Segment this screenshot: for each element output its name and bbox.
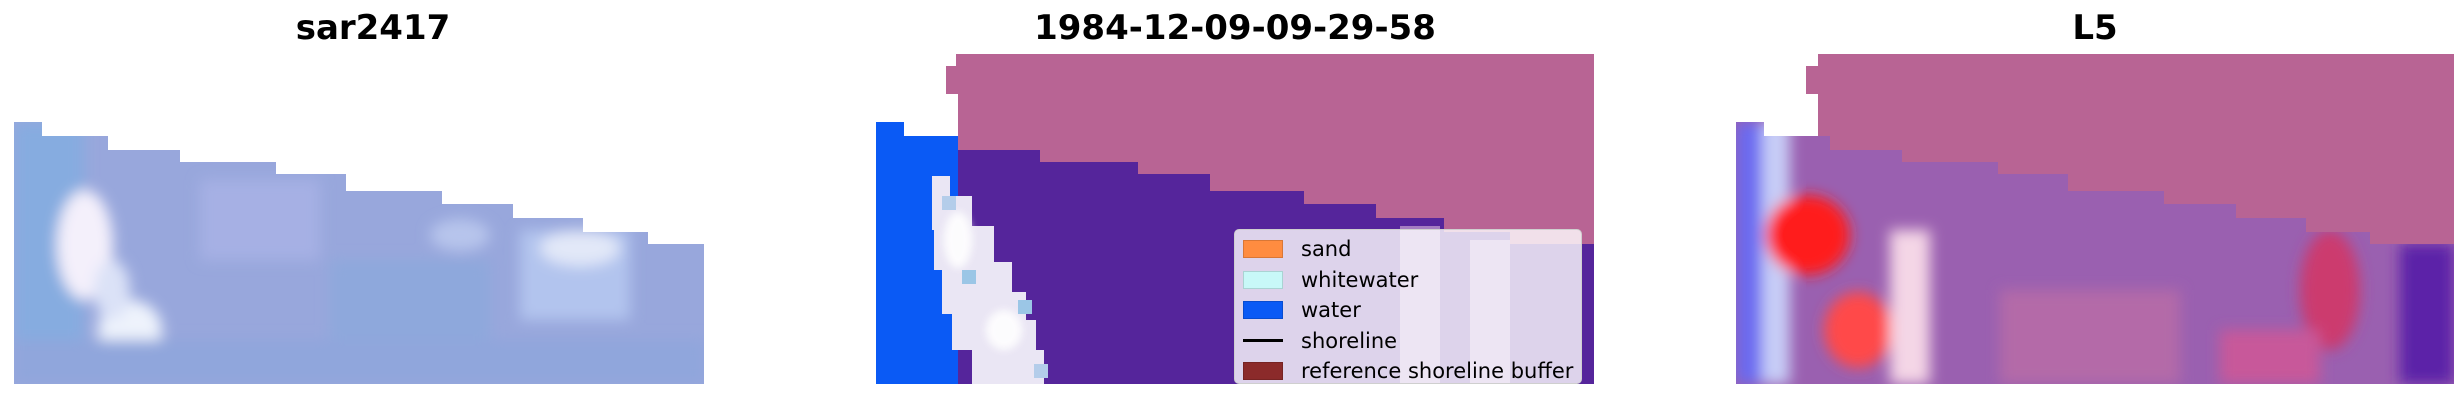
legend-item-reference-buffer: reference shoreline buffer [1235, 356, 1581, 387]
panel-title-classification: 1984-12-09-09-29-58 [1034, 8, 1436, 48]
whitewater-swatch [1243, 270, 1283, 289]
legend-item-water: water [1235, 295, 1581, 326]
legend-label: reference shoreline buffer [1301, 359, 1574, 384]
shoreline-line-icon [1243, 339, 1283, 343]
legend-item-sand: sand [1235, 234, 1581, 265]
sand-swatch [1243, 240, 1283, 259]
legend-item-shoreline: shoreline [1235, 326, 1581, 357]
reference-buffer-overlay-prob [1806, 54, 2454, 244]
whitewater-region [932, 176, 1048, 384]
probability-map [1736, 54, 2454, 384]
legend-label: sand [1301, 237, 1352, 262]
legend-label: shoreline [1301, 328, 1398, 353]
reference-buffer-overlay [946, 54, 1594, 244]
legend: sand whitewater water shoreline referenc… [1234, 229, 1582, 384]
panel-title-satellite: sar2417 [295, 8, 451, 48]
legend-label: whitewater [1301, 267, 1419, 292]
satellite-image [14, 122, 704, 384]
reference-buffer-swatch [1243, 362, 1283, 381]
legend-item-whitewater: whitewater [1235, 265, 1581, 296]
panel-title-probability: L5 [2072, 8, 2118, 48]
legend-label: water [1301, 298, 1361, 323]
water-swatch [1243, 301, 1283, 320]
